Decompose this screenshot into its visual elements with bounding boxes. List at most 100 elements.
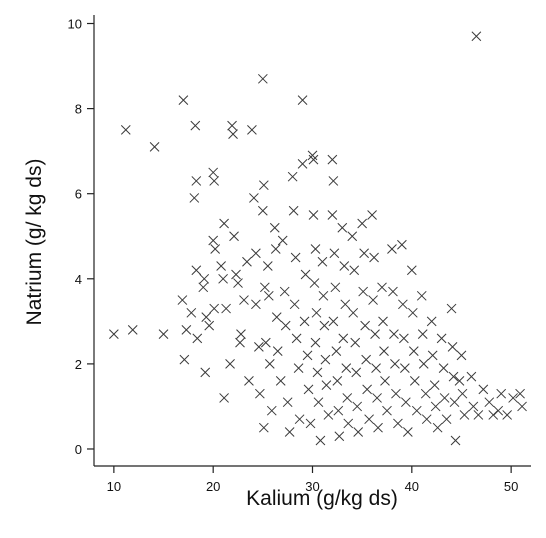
x-tick-label: 20: [206, 479, 220, 494]
data-point: [417, 329, 428, 339]
data-point: [446, 303, 457, 314]
data-point: [262, 261, 273, 271]
data-point: [315, 435, 326, 446]
data-point: [387, 244, 397, 254]
data-point: [327, 210, 338, 220]
data-point: [300, 269, 311, 280]
data-point: [416, 290, 427, 301]
data-point: [331, 346, 342, 356]
data-point: [251, 299, 261, 310]
data-point: [321, 380, 332, 391]
data-point: [399, 333, 409, 344]
data-point: [348, 307, 359, 318]
data-point: [432, 422, 443, 433]
data-point: [450, 435, 461, 446]
data-point: [149, 142, 160, 152]
y-tick-label: 8: [75, 102, 82, 117]
data-point: [218, 273, 228, 284]
data-point: [430, 401, 441, 412]
data-point: [371, 363, 381, 373]
data-point: [120, 125, 131, 135]
data-point: [307, 150, 318, 161]
data-point: [362, 384, 372, 395]
data-point: [473, 410, 484, 420]
data-point: [420, 388, 431, 399]
y-tick-label: 10: [68, 17, 82, 32]
axes: [93, 15, 531, 467]
data-point: [343, 418, 354, 429]
data-point: [448, 371, 459, 382]
data-point: [229, 231, 239, 242]
data-point: [337, 222, 348, 233]
data-point: [466, 371, 477, 382]
data-point: [515, 388, 525, 399]
data-point: [216, 261, 226, 271]
data-point: [249, 193, 259, 203]
data-point: [436, 333, 447, 344]
data-point: [409, 376, 420, 386]
data-point: [378, 316, 388, 327]
data-point: [277, 235, 288, 246]
data-point: [421, 414, 432, 425]
data-point: [333, 405, 344, 416]
y-tick-label: 4: [75, 272, 82, 287]
data-point: [364, 414, 374, 425]
data-point: [390, 359, 400, 369]
data-point: [294, 414, 305, 425]
data-point: [282, 397, 293, 408]
data-point: [380, 376, 390, 386]
data-point: [361, 354, 371, 365]
data-point: [178, 95, 189, 105]
data-point: [373, 422, 383, 433]
data-point: [263, 290, 274, 301]
data-point: [449, 397, 460, 408]
x-axis-title: Kalium (g/kg ds): [246, 487, 398, 510]
data-point: [288, 205, 299, 216]
data-point: [508, 393, 518, 403]
data-point: [297, 159, 308, 169]
data-point: [236, 329, 246, 339]
data-point: [201, 312, 212, 322]
data-point: [310, 337, 321, 348]
data-point: [219, 393, 229, 403]
data-point: [379, 346, 389, 356]
data-point: [312, 367, 323, 378]
data-point: [427, 350, 438, 361]
data-point: [456, 350, 467, 361]
data-point: [302, 350, 313, 361]
data-point: [293, 363, 304, 373]
data-point: [219, 218, 229, 229]
tick-labels: 10 20 30 40 50 0 2 4 6 8 10: [68, 17, 519, 494]
data-point: [311, 307, 322, 318]
data-point: [181, 324, 192, 335]
data-point: [357, 218, 368, 229]
data-point: [272, 346, 283, 356]
data-point: [127, 324, 138, 335]
data-point: [353, 427, 364, 437]
data-point: [367, 210, 377, 220]
data-point: [198, 282, 209, 293]
data-point: [231, 269, 241, 280]
data-point: [204, 320, 215, 331]
data-point: [191, 176, 202, 186]
data-point: [401, 397, 411, 408]
data-point: [186, 307, 197, 318]
data-point: [190, 120, 201, 131]
data-point: [359, 248, 369, 259]
data-point: [280, 320, 291, 331]
y-axis-title: Natrium (g/ kg ds): [23, 159, 46, 326]
data-point: [468, 401, 479, 412]
data-point: [400, 363, 410, 373]
data-point: [429, 380, 440, 391]
data-point: [406, 265, 417, 276]
data-point: [287, 171, 298, 182]
ticks: [87, 22, 512, 473]
data-point: [323, 410, 334, 420]
data-point: [227, 120, 237, 131]
x-tick-label: 50: [504, 479, 518, 494]
data-point: [447, 342, 458, 352]
data-points: [109, 31, 527, 446]
data-point: [299, 316, 310, 327]
data-point: [457, 388, 468, 399]
data-point: [328, 316, 339, 327]
